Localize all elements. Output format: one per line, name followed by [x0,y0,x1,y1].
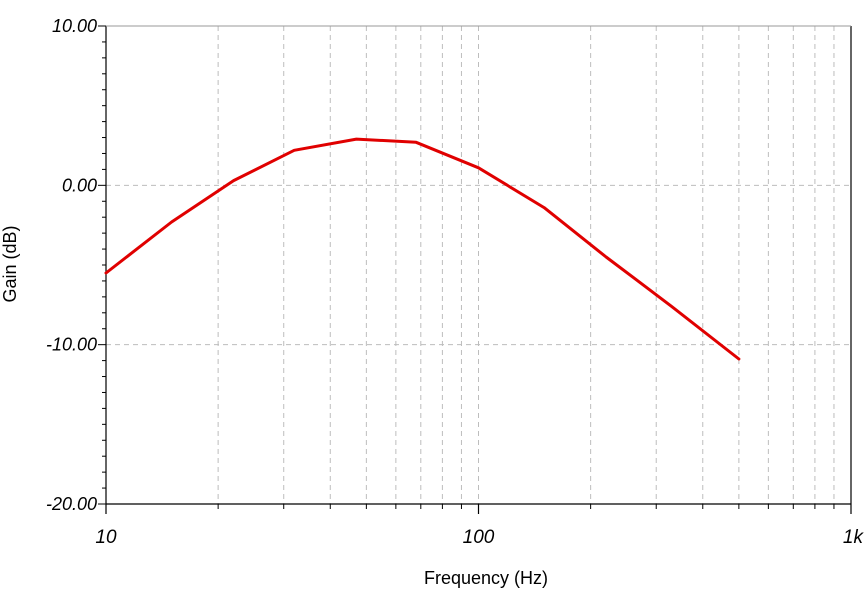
x-axis-label: Frequency (Hz) [424,568,548,588]
x-tick-label: 1k [843,527,865,548]
series-layer [104,137,741,361]
series-line-gain [104,137,741,361]
y-tick-label: 10.00 [52,16,97,36]
y-tick-label: -10.00 [46,335,97,355]
x-tick-label: 10 [95,527,117,548]
grid-lines [106,26,851,504]
axes [98,25,852,514]
tick-labels: 10.00 0.00 -10.00 -20.00 10 100 1k [46,16,865,548]
x-tick-label: 100 [463,527,495,548]
y-axis-label: Gain (dB) [0,225,20,302]
y-tick-label: -20.00 [46,494,97,514]
y-tick-label: 0.00 [62,175,97,195]
